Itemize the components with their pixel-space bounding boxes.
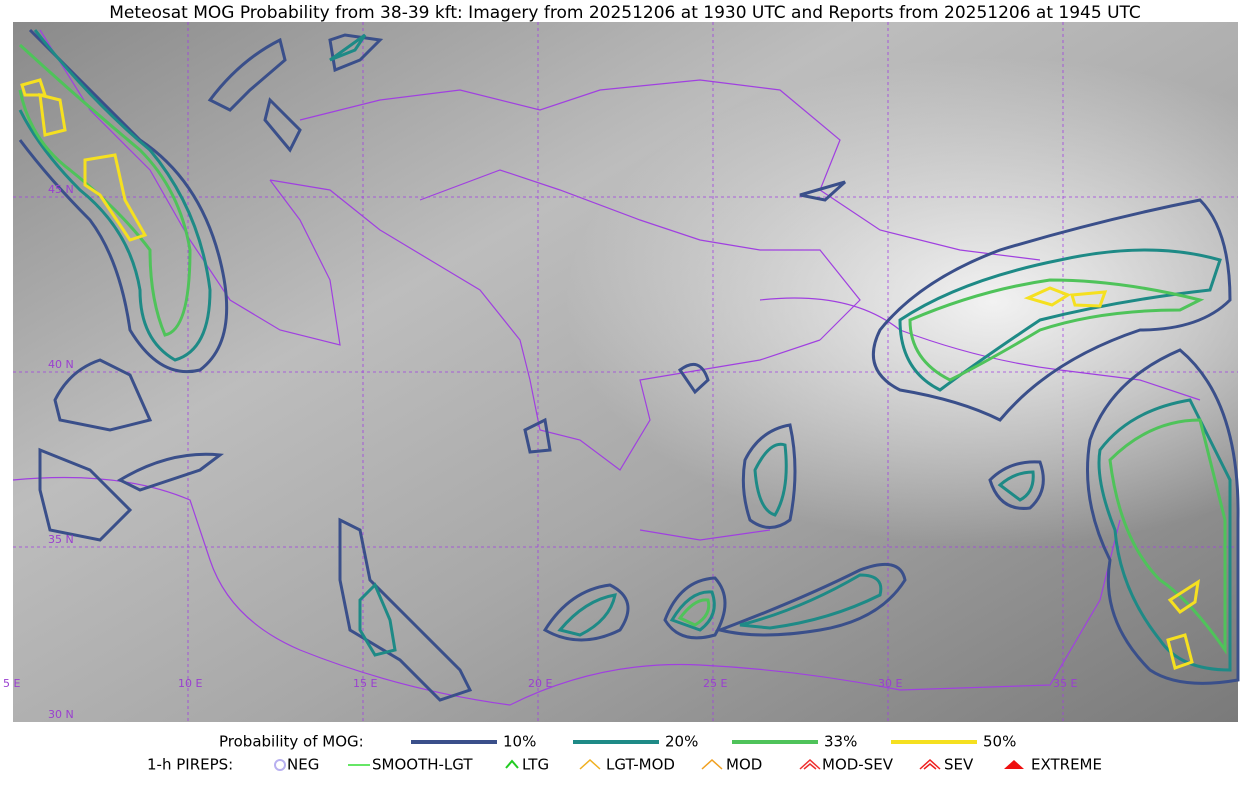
legend-title: Probability of MOG: xyxy=(219,733,364,751)
pirep-icon xyxy=(1004,760,1024,769)
lon-label: 10 E xyxy=(178,677,202,690)
pirep-label: MOD-SEV xyxy=(822,756,894,774)
longitude-labels: 5 E 10 E 15 E 20 E 25 E 30 E 35 E xyxy=(3,677,1077,690)
pirep-legend: 1-h PIREPS: NEG SMOOTH-LGT LTG LGT-MOD MOD MOD… xyxy=(147,756,1102,774)
pirep-label: MOD xyxy=(726,756,762,774)
pirep-label: LGT-MOD xyxy=(606,756,675,774)
pirep-label: SMOOTH-LGT xyxy=(372,756,473,774)
legend-label: 50% xyxy=(983,733,1016,751)
pirep-icon xyxy=(701,758,723,770)
lon-label: 5 E xyxy=(3,677,20,690)
pirep-label: LTG xyxy=(522,756,549,774)
lon-label: 30 E xyxy=(878,677,902,690)
lon-label: 20 E xyxy=(528,677,552,690)
pirep-title: 1-h PIREPS: xyxy=(147,756,233,774)
pirep-icon xyxy=(579,758,601,770)
pirep-icon xyxy=(274,759,286,771)
pirep-label: EXTREME xyxy=(1031,756,1102,774)
lon-label: 25 E xyxy=(703,677,727,690)
legend-label: 20% xyxy=(665,733,698,751)
title: Meteosat MOG Probability from 38-39 kft:… xyxy=(109,3,1141,23)
pirep-icon xyxy=(799,758,821,770)
lat-label: 35 N xyxy=(48,533,74,546)
lon-label: 35 E xyxy=(1053,677,1077,690)
pirep-label: NEG xyxy=(287,756,319,774)
contours xyxy=(18,28,1240,702)
lon-label: 15 E xyxy=(353,677,377,690)
pirep-icon xyxy=(919,758,941,770)
latitude-labels: 45 N 40 N 35 N 30 N xyxy=(48,183,74,721)
legend-label: 33% xyxy=(824,733,857,751)
legend: Probability of MOG: 10% 20% 33% 50% xyxy=(219,733,1016,751)
legend-label: 10% xyxy=(503,733,536,751)
lat-label: 45 N xyxy=(48,183,74,196)
pirep-icon xyxy=(505,759,519,769)
pirep-label: SEV xyxy=(944,756,974,774)
lat-label: 40 N xyxy=(48,358,74,371)
lat-label: 30 N xyxy=(48,708,74,721)
